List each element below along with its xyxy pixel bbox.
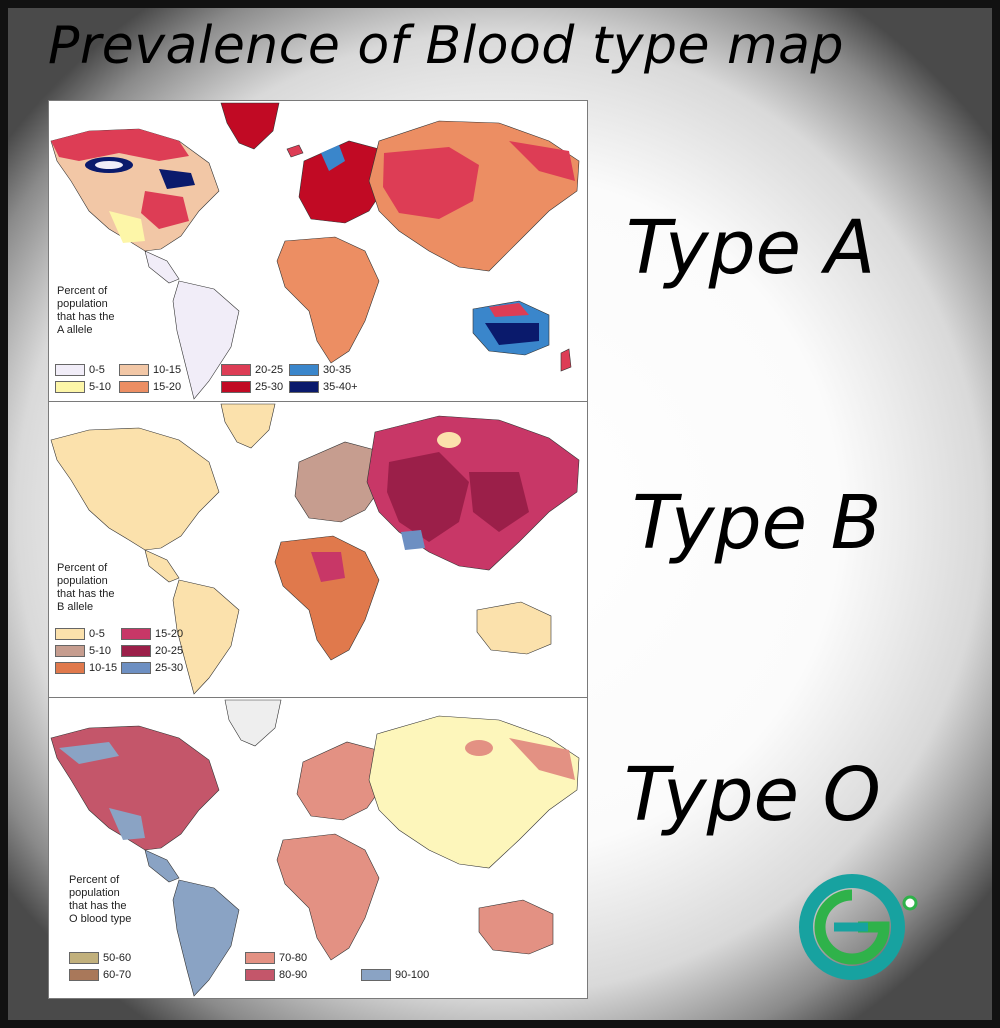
- legend-item: 5-10: [55, 381, 111, 393]
- legend-label: 25-30: [155, 662, 184, 674]
- legend-swatch: [289, 381, 319, 393]
- type-a-world-map: [50, 102, 580, 400]
- legend-item: 20-25: [121, 645, 183, 657]
- legend-swatch: [119, 364, 149, 376]
- legend-item: 15-20: [119, 381, 181, 393]
- type-b-world-map: [50, 403, 580, 695]
- legend-label: 5-10: [89, 381, 112, 393]
- legend-item: 90-100: [361, 969, 429, 981]
- legend-item: 10-15: [119, 364, 181, 376]
- legend-swatch: [121, 662, 151, 674]
- legend-swatch: [245, 969, 275, 981]
- legend-label: 70-80: [279, 952, 308, 964]
- type-o-label: Type O: [624, 752, 881, 838]
- legend-swatch: [121, 645, 151, 657]
- brand-logo: [799, 874, 918, 980]
- legend-label: 90-100: [395, 969, 430, 981]
- legend-item: 25-30: [221, 381, 283, 393]
- type-o-world-map: [50, 699, 580, 997]
- legend-label: 60-70: [103, 969, 132, 981]
- legend-swatch: [119, 381, 149, 393]
- legend-label: 20-25: [255, 364, 284, 376]
- type-a-map-panel: Percent of population that has the A all…: [48, 100, 588, 404]
- legend-item: 20-25: [221, 364, 283, 376]
- legend-label: 15-20: [153, 381, 182, 393]
- legend-label: 0-5: [89, 364, 105, 376]
- legend-label: 35-40+: [323, 381, 358, 393]
- legend-item: 15-20: [121, 628, 183, 640]
- legend-label: 10-15: [89, 662, 118, 674]
- type-b-label: Type B: [632, 480, 882, 566]
- legend-label: 30-35: [323, 364, 352, 376]
- type-b-map-panel: Percent of population that has the B all…: [48, 401, 588, 699]
- legend-swatch: [221, 381, 251, 393]
- legend-item: 30-35: [289, 364, 351, 376]
- legend-item: 60-70: [69, 969, 131, 981]
- legend-label: 10-15: [153, 364, 182, 376]
- legend-swatch: [69, 969, 99, 981]
- legend-item: 50-60: [69, 952, 131, 964]
- type-a-legend-caption: Percent of population that has the A all…: [57, 285, 115, 336]
- legend-swatch: [69, 952, 99, 964]
- legend-item: 25-30: [121, 662, 183, 674]
- legend-item: 80-90: [245, 969, 307, 981]
- legend-swatch: [245, 952, 275, 964]
- legend-label: 20-25: [155, 645, 184, 657]
- legend-swatch: [289, 364, 319, 376]
- legend-item: 0-5: [55, 364, 105, 376]
- legend-label: 0-5: [89, 628, 105, 640]
- legend-swatch: [361, 969, 391, 981]
- legend-swatch: [55, 364, 85, 376]
- legend-swatch: [55, 645, 85, 657]
- legend-swatch: [55, 662, 85, 674]
- type-o-legend-caption: Percent of population that has the O blo…: [69, 874, 132, 925]
- legend-item: 10-15: [55, 662, 117, 674]
- legend-swatch: [55, 381, 85, 393]
- legend-label: 50-60: [103, 952, 132, 964]
- legend-item: 35-40+: [289, 381, 358, 393]
- legend-label: 25-30: [255, 381, 284, 393]
- page-title: Prevalence of Blood type map: [48, 16, 845, 76]
- legend-label: 80-90: [279, 969, 308, 981]
- type-o-map-panel: Percent of population that has the O blo…: [48, 697, 588, 999]
- legend-label: 15-20: [155, 628, 184, 640]
- legend-item: 70-80: [245, 952, 307, 964]
- legend-item: 5-10: [55, 645, 111, 657]
- legend-label: 5-10: [89, 645, 112, 657]
- legend-swatch: [221, 364, 251, 376]
- type-a-label: Type A: [626, 205, 876, 291]
- legend-item: 0-5: [55, 628, 105, 640]
- type-b-legend-caption: Percent of population that has the B all…: [57, 562, 115, 613]
- legend-swatch: [121, 628, 151, 640]
- legend-swatch: [55, 628, 85, 640]
